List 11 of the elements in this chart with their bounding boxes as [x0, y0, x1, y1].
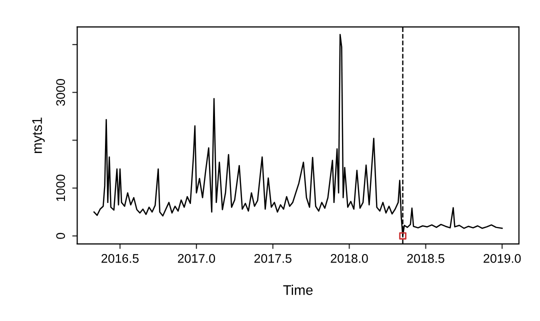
x-tick-label: 2018.0 [330, 254, 368, 263]
x-tick-label: 2017.0 [178, 254, 216, 263]
y-axis-title: myts1 [32, 118, 45, 154]
y-tick-label: 0 [56, 232, 66, 239]
x-tick-label: 2017.5 [254, 254, 292, 263]
x-axis-title: Time [283, 284, 313, 295]
x-tick-label: 2016.5 [102, 254, 139, 263]
y-tick-label: 3000 [56, 78, 66, 106]
x-tick-label: 2018.5 [407, 254, 444, 263]
x-tick-label: 2019.0 [484, 254, 521, 263]
y-tick-label: 1000 [56, 174, 66, 202]
